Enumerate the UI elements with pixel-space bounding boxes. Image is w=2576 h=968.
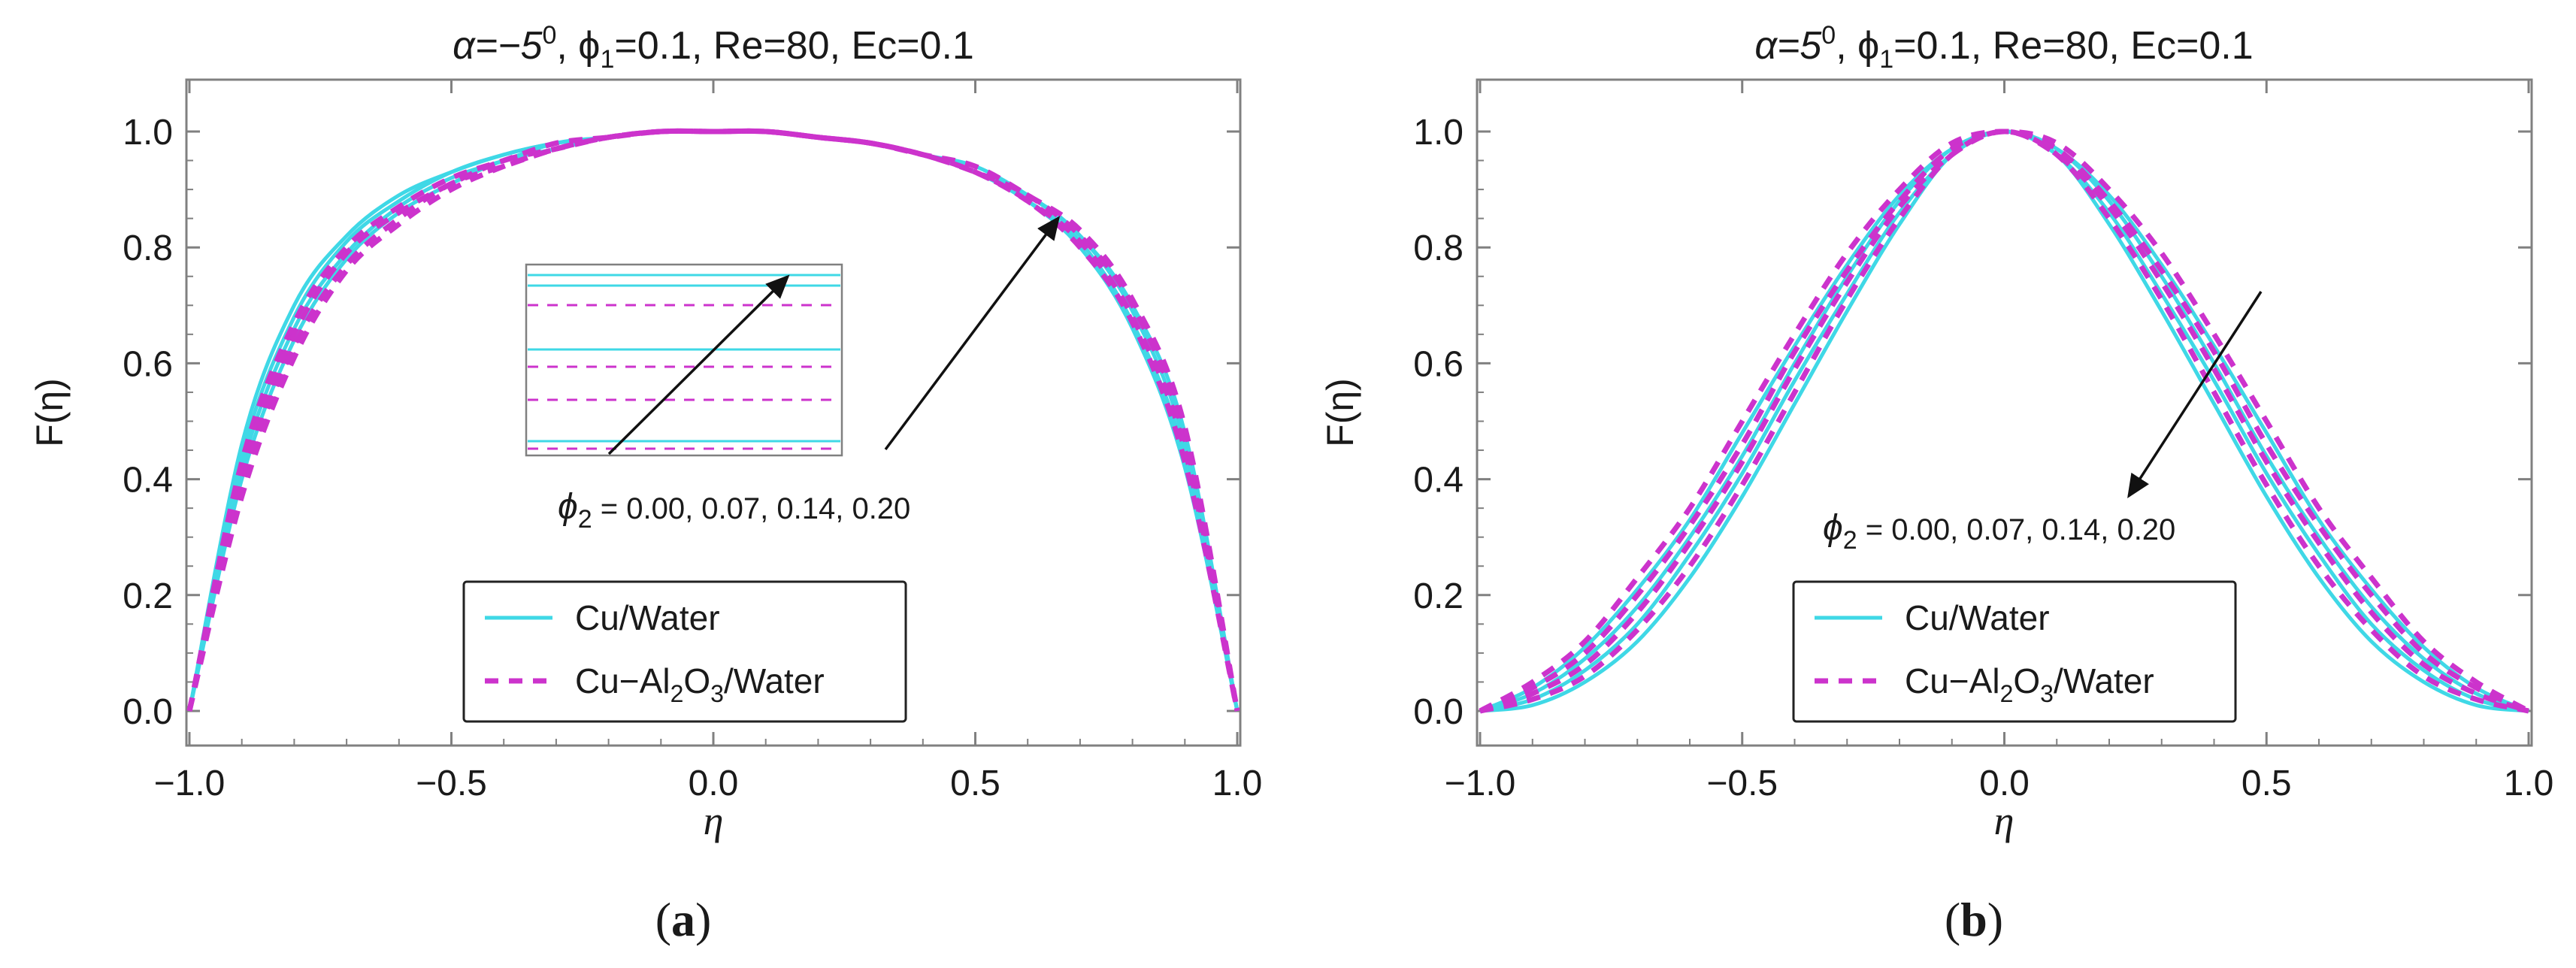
y-tick-label: 0.6 [123, 344, 173, 384]
legend-frame [1792, 580, 2237, 723]
legend-frame [462, 580, 907, 723]
title-alpha-superscript: 0 [542, 21, 556, 50]
y-tick-label: 0.2 [123, 576, 173, 616]
chart-panel-b: α=50, ϕ1=0.1, Re=80, Ec=0.1 −1.0 −0.5 0.0 0.… [1319, 21, 2553, 946]
title-phi-subscript: 1 [1879, 45, 1893, 74]
y-tick-label: 0.8 [1413, 228, 1464, 268]
annotation-phi: ϕ [558, 487, 578, 527]
legend-hybrid-mid: O [2013, 661, 2040, 700]
series-line-hybrid-phi2-0.2 [1479, 129, 2530, 714]
x-tick-label: −0.5 [416, 764, 487, 803]
panel-open-paren: ( [655, 893, 671, 946]
title-alpha-superscript: 0 [1821, 21, 1836, 50]
chart-title: α=50, ϕ1=0.1, Re=80, Ec=0.1 [1754, 21, 2253, 74]
y-tick-label: 0.0 [123, 692, 173, 732]
x-tick-label: 0.0 [689, 764, 739, 803]
panel-close-paren: ) [695, 893, 711, 946]
title-alpha: α=−5 [453, 24, 543, 68]
panel-label: (a) [655, 893, 712, 946]
legend: Cu/Water Cu−Al2O3/Water [462, 580, 907, 723]
legend-hybrid-sub: 2 [2000, 680, 2014, 707]
y-tick-label: 1.0 [123, 113, 173, 153]
series-line-hybrid-phi2-0.07 [186, 128, 1240, 712]
annotation-phi-subscript: 2 [578, 505, 592, 534]
legend-hybrid-sub: 2 [670, 680, 684, 707]
series-group [1479, 129, 2530, 714]
legend-label-cu-water: Cu/Water [1905, 598, 2050, 637]
legend-hybrid-pre: Cu−Al [575, 661, 670, 700]
legend-hybrid-mid: O [683, 661, 710, 700]
x-tick-label: 0.5 [2242, 764, 2292, 803]
x-tick-label: 0.5 [950, 764, 1000, 803]
x-axis-label: η [1994, 798, 2014, 843]
annotation-phi-subscript: 2 [1843, 526, 1857, 555]
y-tick-label: 0.4 [1413, 461, 1464, 501]
x-tick-label: 1.0 [2504, 764, 2554, 803]
y-tick-label: 1.0 [1413, 113, 1464, 153]
legend-hybrid-post: /Water [724, 661, 825, 700]
x-tick-label: −1.0 [154, 764, 226, 803]
annotation-values: = 0.00, 0.07, 0.14, 0.20 [592, 492, 911, 525]
annotation-phi: ϕ [1823, 508, 1843, 548]
y-tick-label: 0.8 [123, 228, 173, 268]
panel-label: (b) [1945, 893, 2003, 946]
x-tick-label: −1.0 [1445, 764, 1516, 803]
y-tick-label: 0.0 [1413, 692, 1464, 732]
y-tick-label: 0.6 [1413, 344, 1464, 384]
title-phi: , ϕ [1836, 24, 1879, 68]
title-phi-subscript: 1 [600, 45, 614, 74]
phi2-annotation: ϕ2 = 0.00, 0.07, 0.14, 0.20 [1823, 508, 2175, 555]
y-tick-label: 0.4 [123, 461, 173, 501]
panel-open-paren: ( [1945, 893, 1960, 946]
title-phi: , ϕ [556, 24, 600, 68]
legend-label-hybrid: Cu−Al2O3/Water [1905, 661, 2154, 707]
legend-label-hybrid: Cu−Al2O3/Water [575, 661, 825, 707]
y-axis-label: F(η) [1319, 378, 1361, 447]
chart-title: α=−50, ϕ1=0.1, Re=80, Ec=0.1 [453, 21, 974, 74]
legend-hybrid-pre: Cu−Al [1905, 661, 2000, 700]
x-tick-label: −0.5 [1706, 764, 1778, 803]
legend: Cu/Water Cu−Al2O3/Water [1792, 580, 2237, 723]
x-tick-label: 1.0 [1212, 764, 1263, 803]
legend-hybrid-post: /Water [2054, 661, 2154, 700]
series-line-hybrid-phi2-0.2 [186, 128, 1240, 712]
decrease-arrow [2127, 291, 2263, 498]
phi2-annotation: ϕ2 = 0.00, 0.07, 0.14, 0.20 [558, 487, 910, 534]
legend-hybrid-sub2: 3 [2040, 680, 2054, 707]
x-axis-label: η [704, 798, 724, 843]
x-tick-label: 0.0 [1979, 764, 2030, 803]
panel-letter: b [1960, 893, 1987, 946]
title-alpha: α=5 [1754, 24, 1822, 68]
y-axis-label: F(η) [29, 378, 71, 447]
increase-arrow [884, 216, 1061, 451]
legend-label-cu-water: Cu/Water [575, 598, 720, 637]
chart-panel-a: α=−50, ϕ1=0.1, Re=80, Ec=0.1 −1.0 −0.5 0.0 0… [29, 21, 1262, 946]
inset-arrow [607, 274, 790, 455]
inset-box [525, 263, 843, 457]
inset-frame [525, 263, 843, 457]
panel-close-paren: ) [1987, 893, 2003, 946]
legend-hybrid-sub2: 3 [710, 680, 724, 707]
series-group [186, 128, 1240, 712]
panel-letter: a [671, 893, 695, 946]
title-parameters: =0.1, Re=80, Ec=0.1 [614, 24, 973, 68]
annotation-values: = 0.00, 0.07, 0.14, 0.20 [1857, 513, 2176, 546]
title-parameters: =0.1, Re=80, Ec=0.1 [1893, 24, 2253, 68]
y-tick-label: 0.2 [1413, 576, 1464, 616]
